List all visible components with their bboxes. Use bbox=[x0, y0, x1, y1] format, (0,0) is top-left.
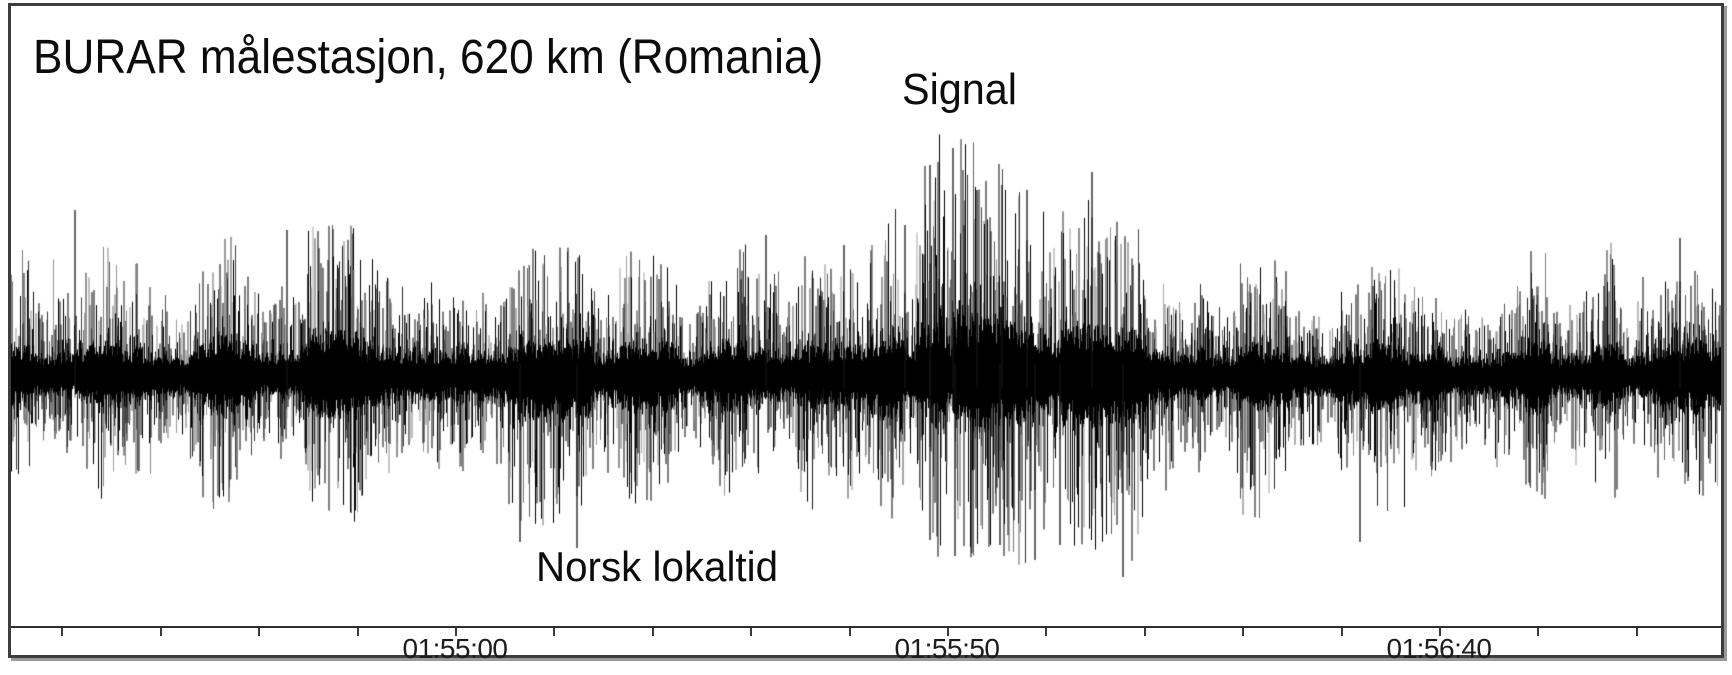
axis-tick bbox=[1341, 628, 1343, 636]
axis-tick bbox=[61, 628, 63, 636]
axis-tick bbox=[1439, 628, 1441, 636]
axis-tick bbox=[1537, 628, 1539, 636]
axis-tick bbox=[553, 628, 555, 636]
axis-tick bbox=[357, 628, 359, 636]
axis-tick bbox=[258, 628, 260, 636]
axis-tick bbox=[1636, 628, 1638, 636]
axis-tick bbox=[455, 628, 457, 636]
axis-tick-label: 01:55:00 bbox=[402, 633, 509, 664]
time-axis-strip: 01:55:00 01:55:50 01:56:40 bbox=[11, 628, 1721, 663]
axis-tick bbox=[1242, 628, 1244, 636]
axis-tick bbox=[160, 628, 162, 636]
time-axis-line bbox=[11, 626, 1721, 628]
axis-tick-label: 01:55:50 bbox=[894, 633, 1001, 664]
axis-tick bbox=[947, 628, 949, 636]
axis-tick bbox=[750, 628, 752, 636]
plot-title: BURAR målestasjon, 620 km (Romania) bbox=[33, 31, 824, 84]
axis-tick bbox=[849, 628, 851, 636]
axis-tick-label: 01:56:40 bbox=[1386, 633, 1493, 664]
local-time-annotation: Norsk lokaltid bbox=[536, 543, 779, 590]
plot-frame: BURAR målestasjon, 620 km (Romania) Sign… bbox=[8, 3, 1724, 663]
seismogram-waveform bbox=[11, 6, 1721, 626]
axis-tick bbox=[1045, 628, 1047, 636]
axis-tick bbox=[652, 628, 654, 636]
axis-tick bbox=[1144, 628, 1146, 636]
signal-annotation: Signal bbox=[902, 65, 1017, 114]
